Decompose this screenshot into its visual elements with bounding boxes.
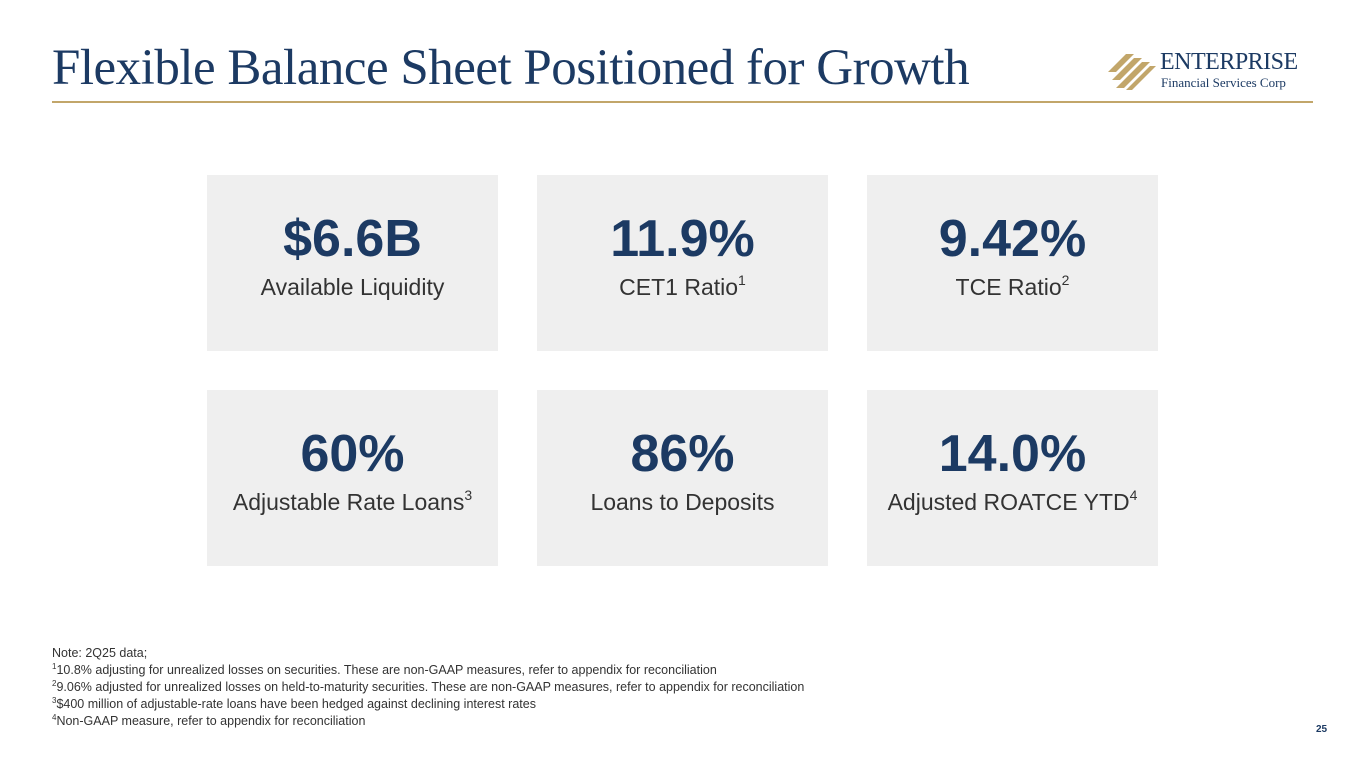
metric-label: TCE Ratio2	[955, 272, 1070, 301]
metric-label: Available Liquidity	[260, 274, 445, 301]
title-divider	[52, 101, 1313, 103]
logo-name: ENTERPRISE	[1160, 49, 1298, 75]
footnote-item: 29.06% adjusted for unrealized losses on…	[52, 679, 805, 695]
metric-card-cet1: 11.9% CET1 Ratio1	[537, 175, 828, 351]
footnote-marker: 3	[464, 487, 473, 504]
metric-value: 11.9%	[610, 210, 755, 268]
metric-card-loans-to-deposits: 86% Loans to Deposits	[537, 390, 828, 566]
metric-value: $6.6B	[283, 210, 422, 268]
page-title: Flexible Balance Sheet Positioned for Gr…	[52, 40, 970, 96]
metric-card-liquidity: $6.6B Available Liquidity	[207, 175, 498, 351]
metric-label: CET1 Ratio1	[619, 272, 746, 301]
metric-value: 60%	[300, 425, 405, 483]
footnote-item: 110.8% adjusting for unrealized losses o…	[52, 662, 717, 678]
footnote-marker: 1	[738, 272, 746, 289]
metric-value: 86%	[630, 425, 735, 483]
stripes-logo-icon	[1108, 54, 1156, 90]
enterprise-logo: ENTERPRISE Financial Services Corp	[1108, 50, 1318, 94]
footnote-marker: 2	[1061, 272, 1070, 289]
metric-label: Adjustable Rate Loans3	[232, 487, 473, 516]
metric-label: Adjusted ROATCE YTD4	[887, 487, 1138, 516]
metric-card-adjustable-loans: 60% Adjustable Rate Loans3	[207, 390, 498, 566]
metric-card-roatce: 14.0% Adjusted ROATCE YTD4	[867, 390, 1158, 566]
metric-card-tce: 9.42% TCE Ratio2	[867, 175, 1158, 351]
metric-value: 9.42%	[938, 210, 1087, 268]
footnote-item: 4Non-GAAP measure, refer to appendix for…	[52, 713, 366, 729]
page-number: 25	[1316, 724, 1328, 735]
footnotes: Note: 2Q25 data; 110.8% adjusting for un…	[52, 645, 804, 730]
logo-subtitle: Financial Services Corp	[1161, 75, 1286, 90]
metric-label: Loans to Deposits	[590, 489, 775, 516]
metric-value: 14.0%	[938, 425, 1087, 483]
footnote-marker: 4	[1129, 487, 1138, 504]
note-intro: Note: 2Q25 data;	[52, 646, 148, 660]
footnote-item: 3$400 million of adjustable-rate loans h…	[52, 696, 536, 712]
